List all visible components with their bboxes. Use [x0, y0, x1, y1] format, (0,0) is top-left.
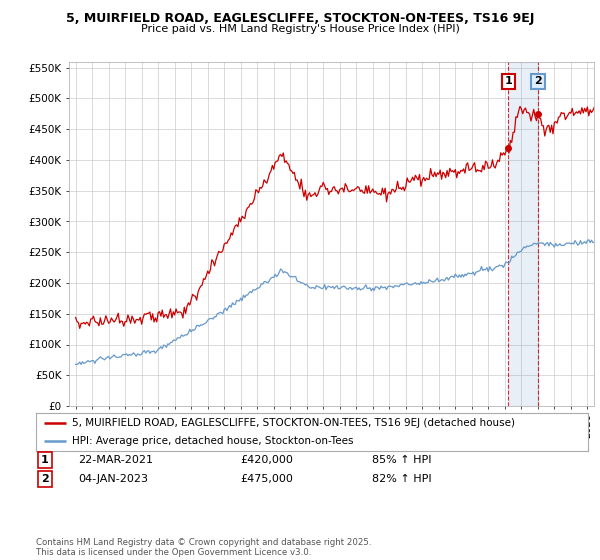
Text: 1: 1	[41, 455, 49, 465]
Text: 22-MAR-2021: 22-MAR-2021	[78, 455, 153, 465]
Text: HPI: Average price, detached house, Stockton-on-Tees: HPI: Average price, detached house, Stoc…	[72, 436, 353, 446]
Text: 5, MUIRFIELD ROAD, EAGLESCLIFFE, STOCKTON-ON-TEES, TS16 9EJ (detached house): 5, MUIRFIELD ROAD, EAGLESCLIFFE, STOCKTO…	[72, 418, 515, 428]
Text: Price paid vs. HM Land Registry's House Price Index (HPI): Price paid vs. HM Land Registry's House …	[140, 24, 460, 34]
Text: 1: 1	[505, 76, 512, 86]
Text: 04-JAN-2023: 04-JAN-2023	[78, 474, 148, 484]
Text: £420,000: £420,000	[240, 455, 293, 465]
Text: 82% ↑ HPI: 82% ↑ HPI	[372, 474, 431, 484]
Text: 5, MUIRFIELD ROAD, EAGLESCLIFFE, STOCKTON-ON-TEES, TS16 9EJ: 5, MUIRFIELD ROAD, EAGLESCLIFFE, STOCKTO…	[66, 12, 534, 25]
Text: 2: 2	[534, 76, 542, 86]
Text: 2: 2	[41, 474, 49, 484]
Text: Contains HM Land Registry data © Crown copyright and database right 2025.
This d: Contains HM Land Registry data © Crown c…	[36, 538, 371, 557]
Text: 85% ↑ HPI: 85% ↑ HPI	[372, 455, 431, 465]
Text: £475,000: £475,000	[240, 474, 293, 484]
Bar	[508, 62, 538, 406]
